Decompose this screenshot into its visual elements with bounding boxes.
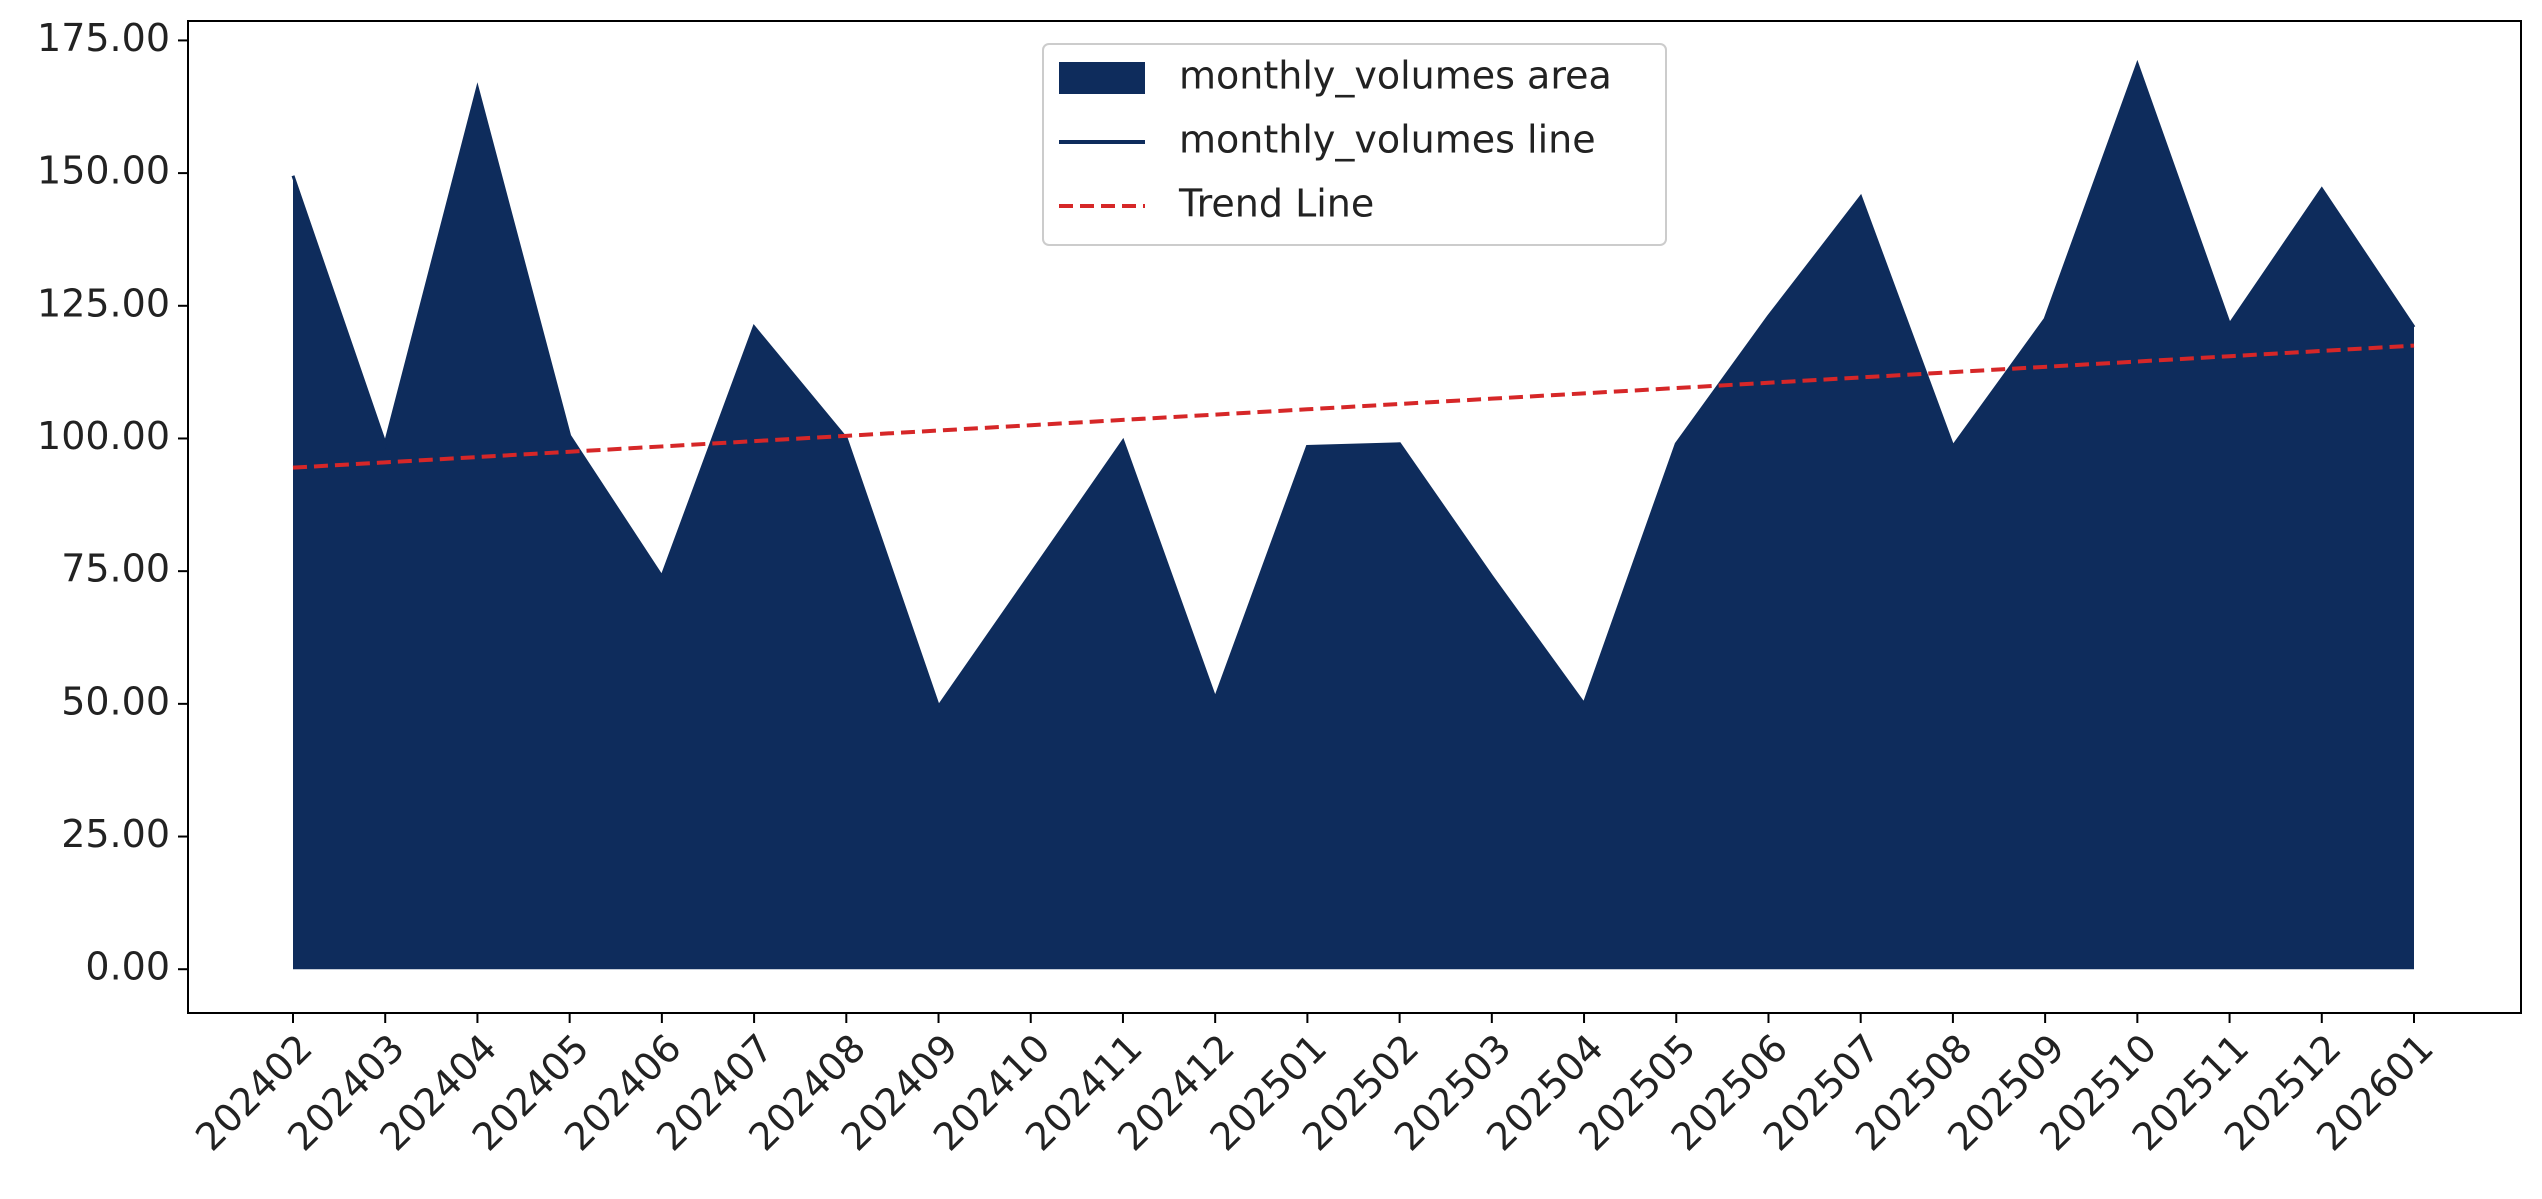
area	[293, 64, 2414, 970]
y-tick-label: 150.00	[37, 149, 170, 193]
legend-label: monthly_volumes line	[1179, 118, 1596, 162]
y-tick-label: 75.00	[61, 547, 170, 591]
legend-swatch	[1059, 62, 1145, 94]
axes-frame	[187, 20, 2522, 1014]
trend-line	[292, 343, 2415, 470]
y-tick-label: 25.00	[61, 812, 170, 856]
legend-box	[1042, 43, 1667, 246]
y-tick-label: 0.00	[85, 945, 170, 989]
line	[291, 59, 2416, 710]
y-tick-label: 175.00	[37, 16, 170, 60]
legend-label: monthly_volumes area	[1179, 54, 1612, 98]
y-tick-label: 125.00	[37, 281, 170, 325]
y-tick-label: 100.00	[37, 414, 170, 458]
y-tick-label: 50.00	[61, 679, 170, 723]
legend-label: Trend Line	[1178, 182, 1374, 226]
